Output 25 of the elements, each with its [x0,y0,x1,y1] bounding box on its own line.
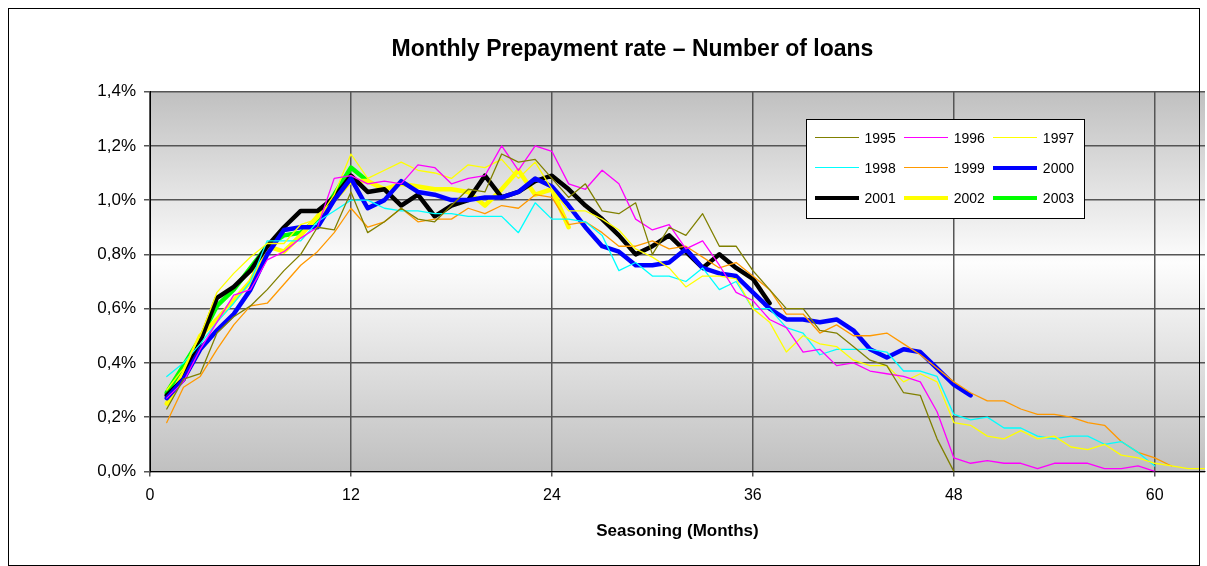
legend-label: 2002 [953,189,985,206]
legend-label: 1995 [864,129,896,146]
legend-label: 2001 [864,189,896,206]
y-tick-label: 0,2% [97,406,136,426]
legend-label: 1998 [864,159,896,176]
legend-label: 1997 [1042,129,1074,146]
legend-label: 2000 [1042,159,1074,176]
legend-label: 1999 [953,159,985,176]
x-tick-label: 0 [145,486,155,504]
x-tick-label: 36 [743,486,762,504]
x-tick-label: 48 [944,486,963,504]
y-tick-label: 1,0% [97,189,136,209]
y-tick-label: 0,0% [97,461,136,481]
x-axis-title: Seasoning (Months) [596,521,759,541]
x-tick-label: 24 [543,486,561,504]
x-tick-label: 60 [1145,486,1164,504]
chart-title: Monthly Prepayment rate – Number of loans [391,35,874,62]
y-tick-label: 1,2% [97,135,136,155]
legend-label: 1996 [953,129,985,146]
legend-label: 2003 [1042,189,1074,206]
y-tick-label: 0,6% [97,298,136,318]
y-tick-label: 1,4% [97,81,136,101]
y-tick-label: 0,8% [97,244,136,264]
x-tick-label: 12 [342,486,360,504]
y-tick-label: 0,4% [97,352,136,372]
